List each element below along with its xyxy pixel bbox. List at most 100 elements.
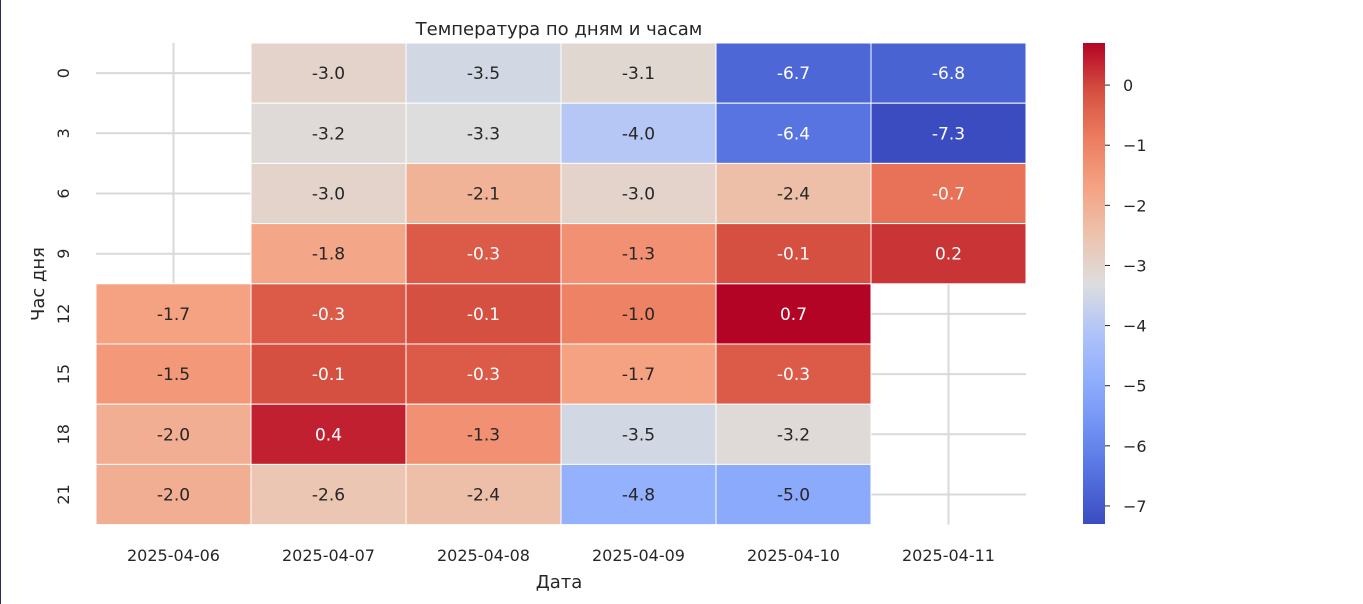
cell-value-label: -2.0 [157,425,190,445]
heatmap-cell [715,102,872,164]
heatmap-cell [405,162,562,225]
heatmap-cell [715,283,872,345]
cell-value-label: 0.4 [315,425,342,445]
cell-value-label: -2.1 [467,185,500,205]
cell-value-label: -0.3 [777,365,810,385]
cell-value-label: -0.1 [312,365,345,385]
x-tick-labels: 2025-04-06 2025-04-07 2025-04-08 2025-04-09… [127,546,995,565]
y-tick-labels: 0 3 6 9 12 15 18 21 [54,68,73,505]
heatmap-cells: -3.0 -3.5 -3.1 -6.7 -6.8 -3.2 -3.3 -4.0 -6.4 -7.3… [95,42,1027,526]
x-tick-label: 2025-04-07 [282,546,375,565]
y-tick-label: 6 [54,188,73,198]
heatmap-cell [715,343,872,405]
colorbar-tick-label: −5 [1123,377,1147,396]
heatmap-cell [250,102,407,164]
heatmap-cell [95,403,252,465]
cell-value-label: -0.7 [932,185,965,205]
heatmap-cell [560,42,717,104]
heatmap-cell [405,283,562,345]
heatmap-cell [95,283,252,345]
y-tick-label: 21 [54,484,73,504]
heatmap-cell [250,162,407,225]
x-tick-label: 2025-04-06 [127,546,220,565]
cell-value-label: -1.3 [622,245,655,265]
colorbar-tick-label: −7 [1123,497,1147,516]
heatmap-cell [560,343,717,405]
chart-title: Температура по дням и часам [415,19,703,40]
cell-value-label: -4.8 [622,486,655,506]
heatmap-cell [250,343,407,405]
cell-value-label: -7.3 [932,124,965,144]
cell-value-label: -2.0 [157,486,190,506]
cell-value-label: -5.0 [777,486,810,506]
y-tick-label: 18 [54,424,73,444]
y-axis-label: Час дня [28,247,49,321]
cell-value-label: -1.7 [157,305,190,325]
colorbar-tick-label: 0 [1123,76,1133,95]
y-tick-label: 3 [54,128,73,138]
cell-value-label: -3.5 [622,425,655,445]
heatmap-cell [250,283,407,345]
y-tick-label: 9 [54,249,73,259]
cell-value-label: 0.2 [935,245,962,265]
colorbar-tick-label: −6 [1123,437,1147,456]
cell-value-label: -3.2 [777,425,810,445]
cell-value-label: -6.8 [932,64,965,84]
heatmap-cell [560,283,717,345]
colorbar-tick-label: −4 [1123,317,1147,336]
cell-value-label: -2.4 [777,185,810,205]
colorbar [1083,43,1105,524]
cell-value-label: -0.3 [467,245,500,265]
x-axis-label: Дата [536,572,583,593]
cell-value-label: -4.0 [622,124,655,144]
cell-value-label: -2.6 [312,486,345,506]
cell-value-label: -0.1 [777,245,810,265]
heatmap-cell [250,463,407,526]
colorbar-tick-label: −3 [1123,256,1147,275]
heatmap-cell [870,102,1027,164]
x-tick-label: 2025-04-09 [592,546,685,565]
heatmap-cell [405,403,562,465]
cell-value-label: -0.3 [312,305,345,325]
heatmap-cell [405,343,562,405]
cell-value-label: -0.1 [467,305,500,325]
heatmap-cell [560,102,717,164]
heatmap-cell [560,403,717,465]
x-tick-label: 2025-04-11 [902,546,995,565]
cell-value-label: -1.3 [467,425,500,445]
x-tick-label: 2025-04-08 [437,546,530,565]
heatmap-cell [870,42,1027,104]
cell-value-label: -3.1 [622,64,655,84]
heatmap-cell [870,223,1027,285]
heatmap-cell [405,102,562,164]
y-tick-label: 12 [54,304,73,324]
heatmap-cell [715,223,872,285]
cell-value-label: -1.0 [622,305,655,325]
cell-value-label: -3.0 [312,185,345,205]
cell-value-label: -6.4 [777,124,810,144]
cell-value-label: 0.7 [780,305,807,325]
cell-value-label: -3.3 [467,124,500,144]
cell-value-label: -3.0 [622,185,655,205]
y-tick-label: 15 [54,364,73,384]
heatmap-cell [95,343,252,405]
cell-value-label: -6.7 [777,64,810,84]
cell-value-label: -0.3 [467,365,500,385]
colorbar-tick-label: −2 [1123,196,1147,215]
cell-value-label: -1.7 [622,365,655,385]
heatmap-cell [715,463,872,526]
heatmap-cell [250,223,407,285]
colorbar-tick-label: −1 [1123,136,1147,155]
cell-value-label: -2.4 [467,486,500,506]
y-tick-label: 0 [54,68,73,78]
cell-value-label: -3.0 [312,64,345,84]
heatmap-cell [870,162,1027,225]
cell-value-label: -1.5 [157,365,190,385]
x-tick-label: 2025-04-10 [747,546,840,565]
heatmap-cell [250,403,407,465]
heatmap-cell [715,403,872,465]
cell-value-label: -1.8 [312,245,345,265]
cell-value-label: -3.5 [467,64,500,84]
